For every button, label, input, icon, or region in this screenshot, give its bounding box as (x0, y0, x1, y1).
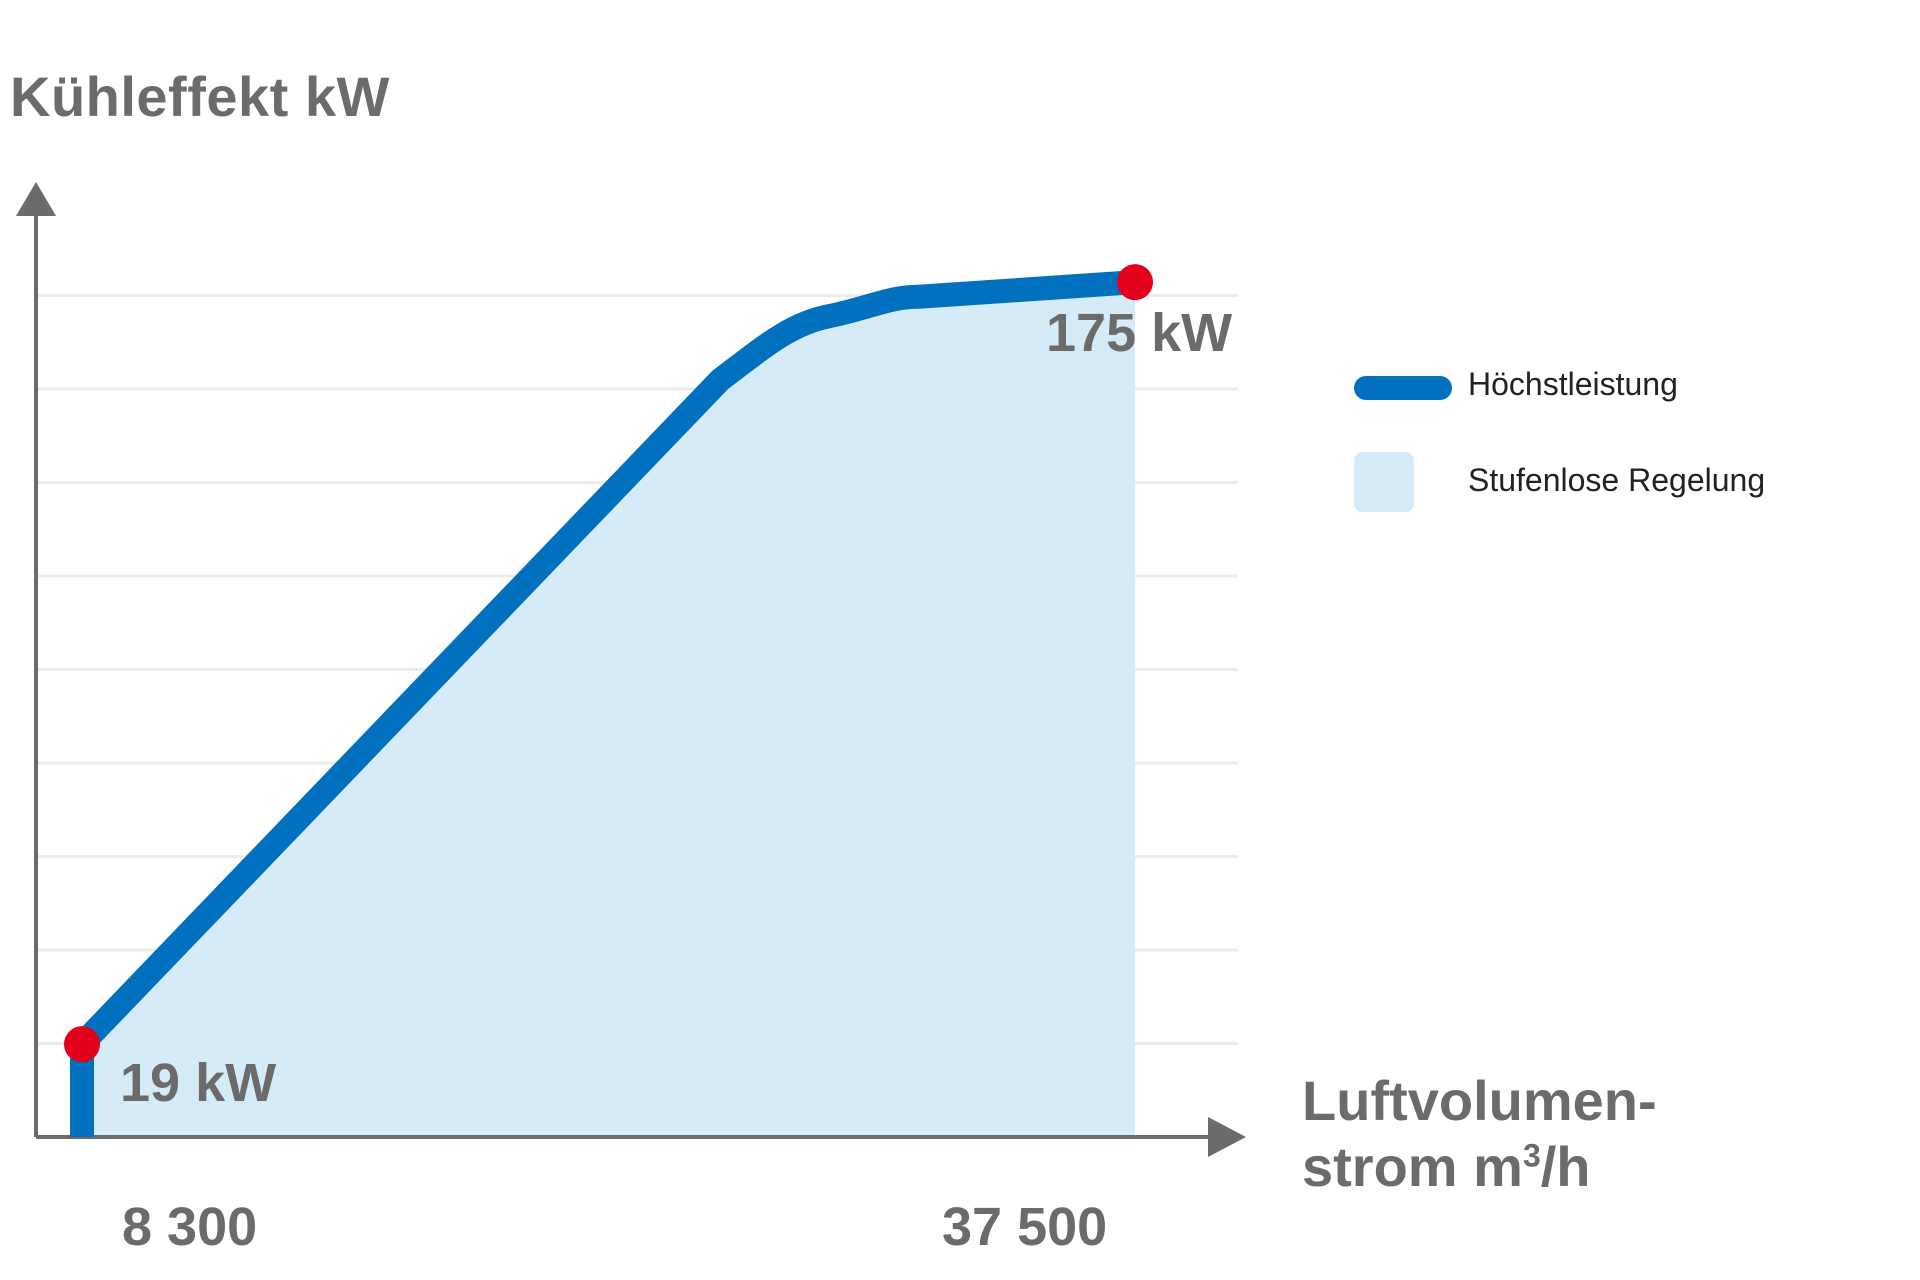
x-axis-label-sup: 3 (1522, 1137, 1541, 1174)
legend-swatch-area (1354, 452, 1414, 512)
point-label-min: 19 kW (120, 1053, 277, 1113)
x-axis-label-line2-prefix: strom m (1302, 1135, 1523, 1198)
series-line-hoechstleistung (70, 270, 1136, 1137)
legend-label-hoechstleistung: Höchstleistung (1468, 366, 1678, 402)
x-tick-label-37500: 37 500 (942, 1197, 1108, 1257)
y-axis-label: Kühleffekt kW (10, 65, 390, 128)
point-max (1117, 264, 1153, 301)
legend-swatch-line (1354, 376, 1452, 400)
y-axis-arrow-icon (16, 182, 56, 216)
x-axis-arrow-icon (1208, 1117, 1246, 1157)
legend-label-stufenlose-regelung: Stufenlose Regelung (1468, 462, 1766, 498)
area-stufenlose-regelung (82, 282, 1135, 1137)
x-axis-label-line1: Luftvolumen- (1302, 1069, 1657, 1132)
x-axis-label-line2-suffix: /h (1540, 1135, 1591, 1198)
x-axis-label: Luftvolumen- strom m3/h (1302, 1068, 1657, 1200)
point-min (64, 1026, 100, 1063)
x-axis-label-line2: strom m3/h (1302, 1134, 1657, 1200)
x-tick-label-8300: 8 300 (122, 1197, 258, 1257)
point-label-max: 175 kW (1046, 303, 1233, 363)
